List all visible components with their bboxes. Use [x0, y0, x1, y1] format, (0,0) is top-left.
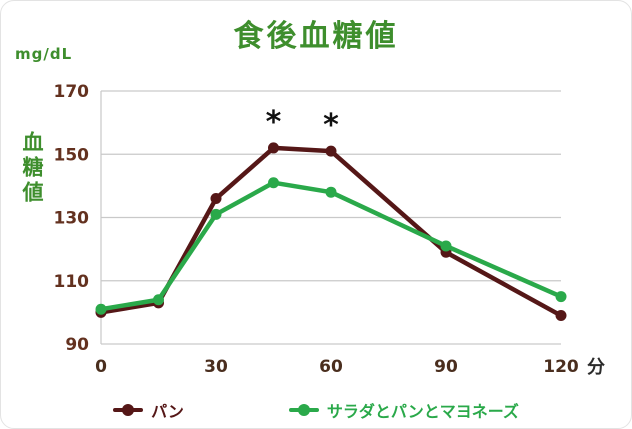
- svg-text:*: *: [266, 105, 282, 140]
- legend-item-salad: サラダとパンとマヨネーズ: [288, 398, 519, 422]
- legend-item-pan: パン: [113, 398, 184, 422]
- svg-text:90: 90: [434, 357, 458, 377]
- legend-label-salad: サラダとパンとマヨネーズ: [326, 402, 519, 421]
- svg-text:120: 120: [543, 357, 579, 377]
- chart-title: 食後血糖値: [233, 19, 399, 54]
- svg-text:150: 150: [54, 145, 90, 165]
- svg-text:130: 130: [54, 209, 90, 229]
- x-axis-unit-label: 分: [587, 357, 605, 378]
- svg-text:*: *: [323, 108, 339, 143]
- svg-text:170: 170: [54, 82, 90, 102]
- pan-series-marker-icon: [113, 403, 144, 417]
- y-axis-unit-label: mg/dL: [15, 45, 73, 63]
- svg-text:60: 60: [319, 357, 343, 377]
- chart-legend: パン サラダとパンとマヨネーズ: [1, 398, 631, 422]
- legend-label-pan: パン: [151, 402, 184, 421]
- line-chart-plot: 90 110 130 150 170 0 30 60 90 120 * *: [54, 82, 579, 377]
- salad-series-marker-icon: [288, 403, 319, 417]
- svg-text:110: 110: [54, 272, 90, 292]
- y-axis-title: 血糖値: [20, 131, 44, 206]
- svg-text:30: 30: [204, 357, 228, 377]
- svg-text:90: 90: [65, 335, 89, 355]
- svg-text:0: 0: [95, 357, 107, 377]
